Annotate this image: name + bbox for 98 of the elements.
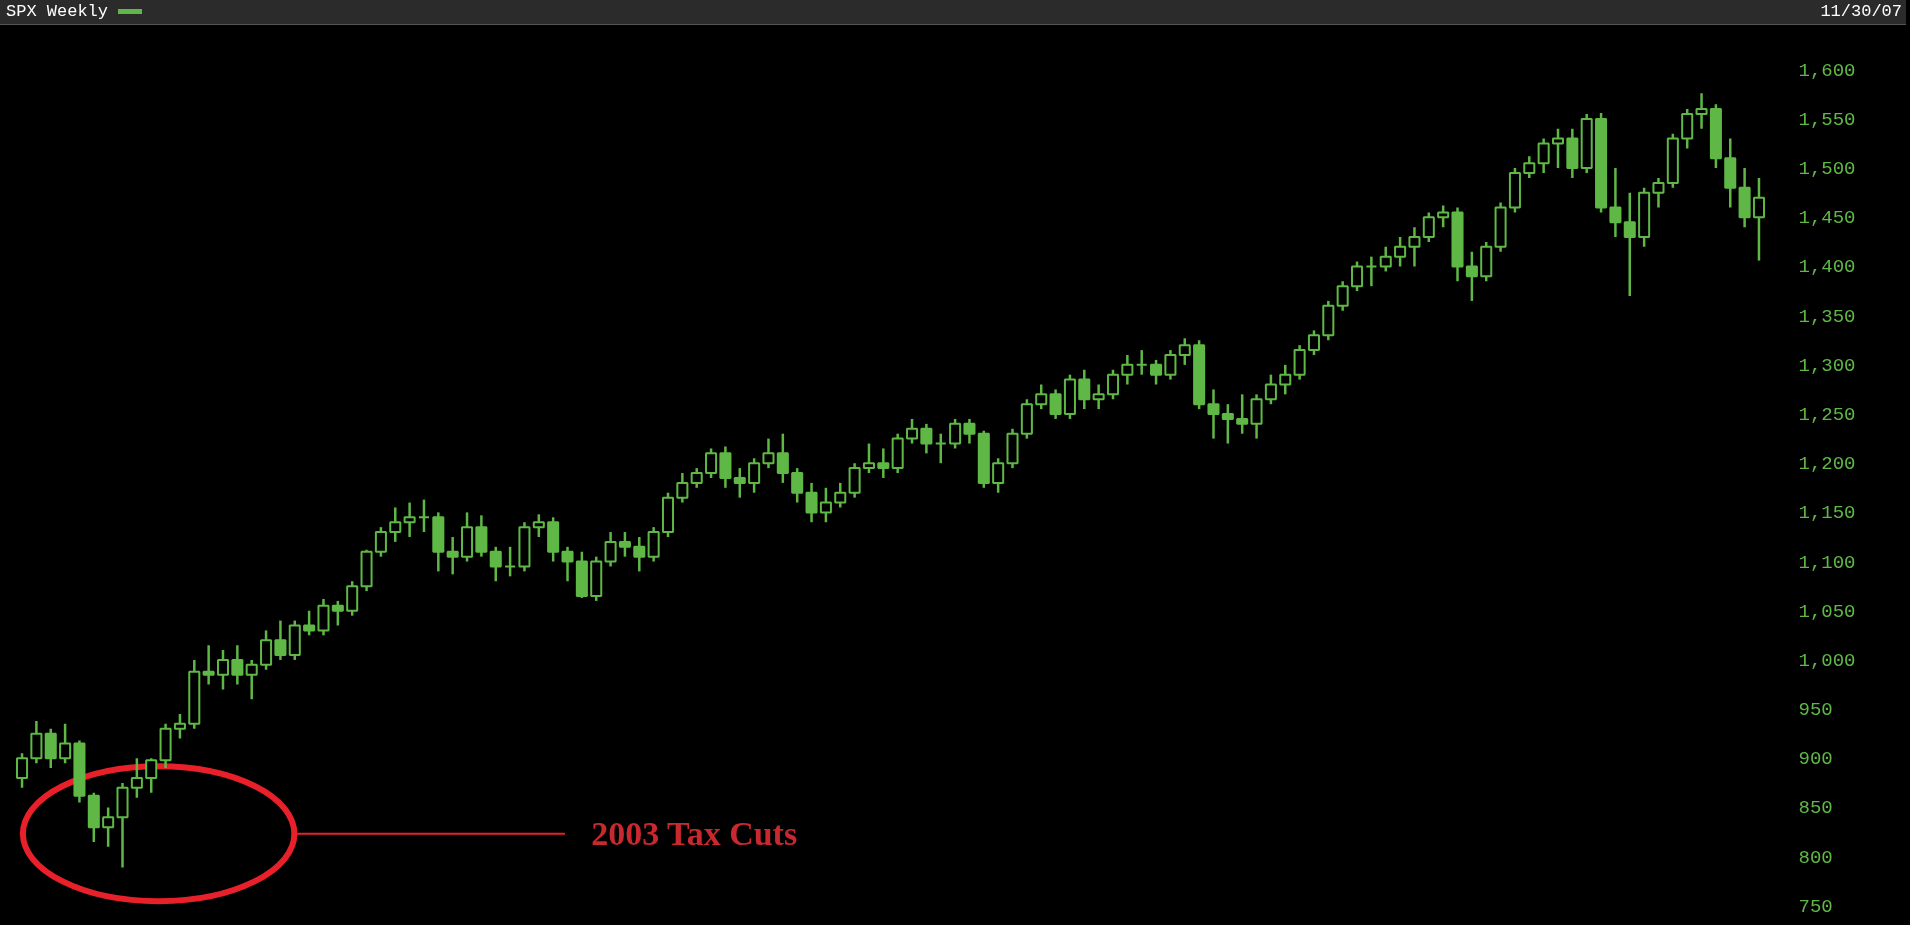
candlestick <box>1465 250 1478 303</box>
candlestick <box>1121 353 1134 386</box>
candlestick <box>1365 255 1378 288</box>
candlestick <box>1695 92 1708 131</box>
candlestick <box>1408 225 1421 268</box>
candlestick <box>1150 358 1163 386</box>
candlestick <box>819 486 832 524</box>
candlestick <box>604 530 617 568</box>
candlestick <box>1078 368 1091 411</box>
candlestick <box>1207 388 1220 440</box>
candlestick <box>1236 393 1249 435</box>
candlestick <box>834 481 847 509</box>
candlestick <box>504 545 517 578</box>
y-tick-label: 1,500 <box>1798 158 1856 181</box>
candlestick <box>992 457 1005 494</box>
candlestick <box>1394 235 1407 268</box>
candlestick <box>389 506 402 544</box>
candlestick <box>776 432 789 485</box>
candlestick <box>1221 402 1234 445</box>
candlestick <box>1092 383 1105 411</box>
candlestick <box>1351 260 1364 293</box>
candlestick <box>1652 176 1665 209</box>
candlestick <box>1523 155 1536 180</box>
candlestick <box>130 757 143 799</box>
y-tick-label: 1,350 <box>1798 305 1856 328</box>
candlestick <box>1336 279 1349 312</box>
candlestick <box>1752 176 1765 262</box>
candlestick <box>733 466 746 499</box>
annotation: 2003 Tax Cuts <box>591 815 798 853</box>
candlestick <box>762 437 775 470</box>
candlestick <box>245 658 258 701</box>
candlestick <box>1279 363 1292 396</box>
candlestick <box>216 648 230 691</box>
candlestick <box>1164 348 1177 381</box>
candlestick <box>1035 383 1048 411</box>
candlestick <box>145 757 158 794</box>
candlestick <box>16 752 29 790</box>
y-tick-label: 1,300 <box>1798 354 1856 377</box>
candlestick <box>1135 348 1148 376</box>
candlestick <box>202 643 215 686</box>
candlestick <box>1422 211 1435 244</box>
y-tick-label: 1,200 <box>1798 453 1856 476</box>
candlestick <box>705 447 718 480</box>
candlestick <box>805 481 818 524</box>
candlestick <box>949 417 962 450</box>
y-tick-label: 800 <box>1798 846 1833 869</box>
candlestick <box>561 545 574 583</box>
candlestick <box>303 609 316 637</box>
candlestick <box>231 643 244 686</box>
candlestick <box>862 442 875 475</box>
y-tick-label: 1,600 <box>1798 59 1856 82</box>
candlestick <box>489 545 502 583</box>
y-tick-label: 1,450 <box>1798 207 1856 230</box>
candlestick <box>446 535 459 576</box>
y-tick-label: 850 <box>1798 797 1833 820</box>
candlestick <box>920 422 933 455</box>
chart-title: SPX Weekly <box>6 0 110 23</box>
candlestick <box>1307 329 1320 357</box>
candlestick <box>374 525 387 558</box>
candlestick <box>59 722 72 765</box>
candlestick <box>1623 191 1636 298</box>
candlestick <box>1264 373 1277 406</box>
candlestick <box>173 712 186 740</box>
y-tick-label: 1,150 <box>1798 502 1856 525</box>
candlestick <box>1178 337 1191 367</box>
candlestick <box>1609 166 1622 239</box>
candlestick <box>1537 137 1550 175</box>
candlestick <box>274 619 287 662</box>
candlestick <box>1049 388 1062 421</box>
candlestick <box>791 466 804 504</box>
candlestick <box>1106 368 1120 401</box>
candlestick <box>403 501 416 539</box>
candlestick <box>532 513 545 539</box>
candlestick <box>963 417 976 445</box>
y-tick-label: 1,550 <box>1798 108 1856 131</box>
candlestick <box>417 498 430 534</box>
y-tick-label: 1,050 <box>1798 600 1856 623</box>
y-tick-label: 750 <box>1798 895 1833 918</box>
candlestick <box>676 471 689 504</box>
candlestick <box>633 535 646 573</box>
y-tick-label: 1,250 <box>1798 404 1856 427</box>
candlestick <box>934 432 947 465</box>
y-tick-label: 950 <box>1798 699 1833 722</box>
y-tick-label: 900 <box>1798 748 1833 771</box>
candlestick <box>906 417 919 445</box>
candlestick <box>877 447 890 480</box>
candlestick <box>690 466 703 490</box>
y-tick-label: 1,400 <box>1798 256 1856 279</box>
candlestick <box>102 806 115 849</box>
y-tick-label: 1,100 <box>1798 551 1856 574</box>
candlestick <box>1437 204 1450 229</box>
candlestick <box>618 530 631 558</box>
candlestick <box>748 457 761 494</box>
candlestick <box>1379 245 1392 273</box>
y-tick-label: 1,000 <box>1798 649 1856 672</box>
candlestick <box>331 599 344 627</box>
text: 11/30/07 <box>1820 0 1902 23</box>
candlestick <box>1551 127 1565 170</box>
